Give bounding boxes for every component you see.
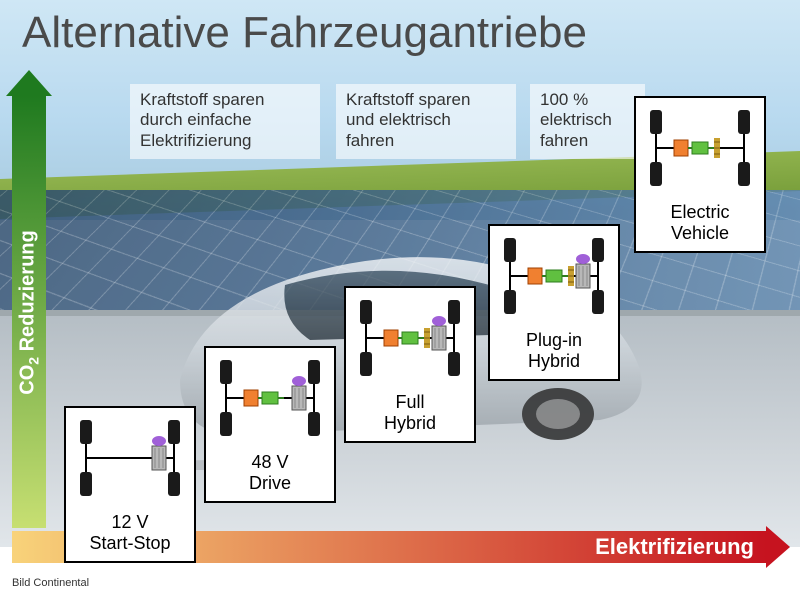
drivetrain-item-12v: 12 V Start-Stop xyxy=(66,408,194,561)
drivetrain-item-label: Plug-in Hybrid xyxy=(490,326,618,379)
drivetrain-item-full: Full Hybrid xyxy=(346,288,474,441)
group-label: Kraftstoff sparen durch einfache Elektri… xyxy=(130,84,320,159)
drivetrain-item-48v: 48 V Drive xyxy=(206,348,334,501)
drivetrain-item-label: Full Hybrid xyxy=(346,388,474,441)
x-axis-label: Elektrifizierung xyxy=(595,534,754,560)
drivetrain-item-phev: Plug-in Hybrid xyxy=(490,226,618,379)
drivetrain-item-label: Electric Vehicle xyxy=(636,198,764,251)
drivetrain-schematic xyxy=(346,288,474,388)
y-axis-body: CO2 Reduzierung xyxy=(12,96,46,528)
x-axis-arrowhead xyxy=(766,526,790,568)
drivetrain-schematic xyxy=(490,226,618,326)
y-axis-co2: CO2 Reduzierung xyxy=(12,70,46,528)
drivetrain-schematic xyxy=(636,98,764,198)
drivetrain-item-label: 12 V Start-Stop xyxy=(66,508,194,561)
drivetrain-schematic xyxy=(66,408,194,508)
group-label: 100 % elektrisch fahren xyxy=(530,84,645,159)
drivetrain-item-label: 48 V Drive xyxy=(206,448,334,501)
drivetrain-item-ev: Electric Vehicle xyxy=(636,98,764,251)
group-label: Kraftstoff sparen und elektrisch fahren xyxy=(336,84,516,159)
page-title: Alternative Fahrzeugantriebe xyxy=(22,8,587,58)
drivetrain-schematic xyxy=(206,348,334,448)
image-credit: Bild Continental xyxy=(12,577,89,589)
y-axis-arrowhead xyxy=(6,70,52,96)
y-axis-label: CO2 Reduzierung xyxy=(17,230,42,394)
